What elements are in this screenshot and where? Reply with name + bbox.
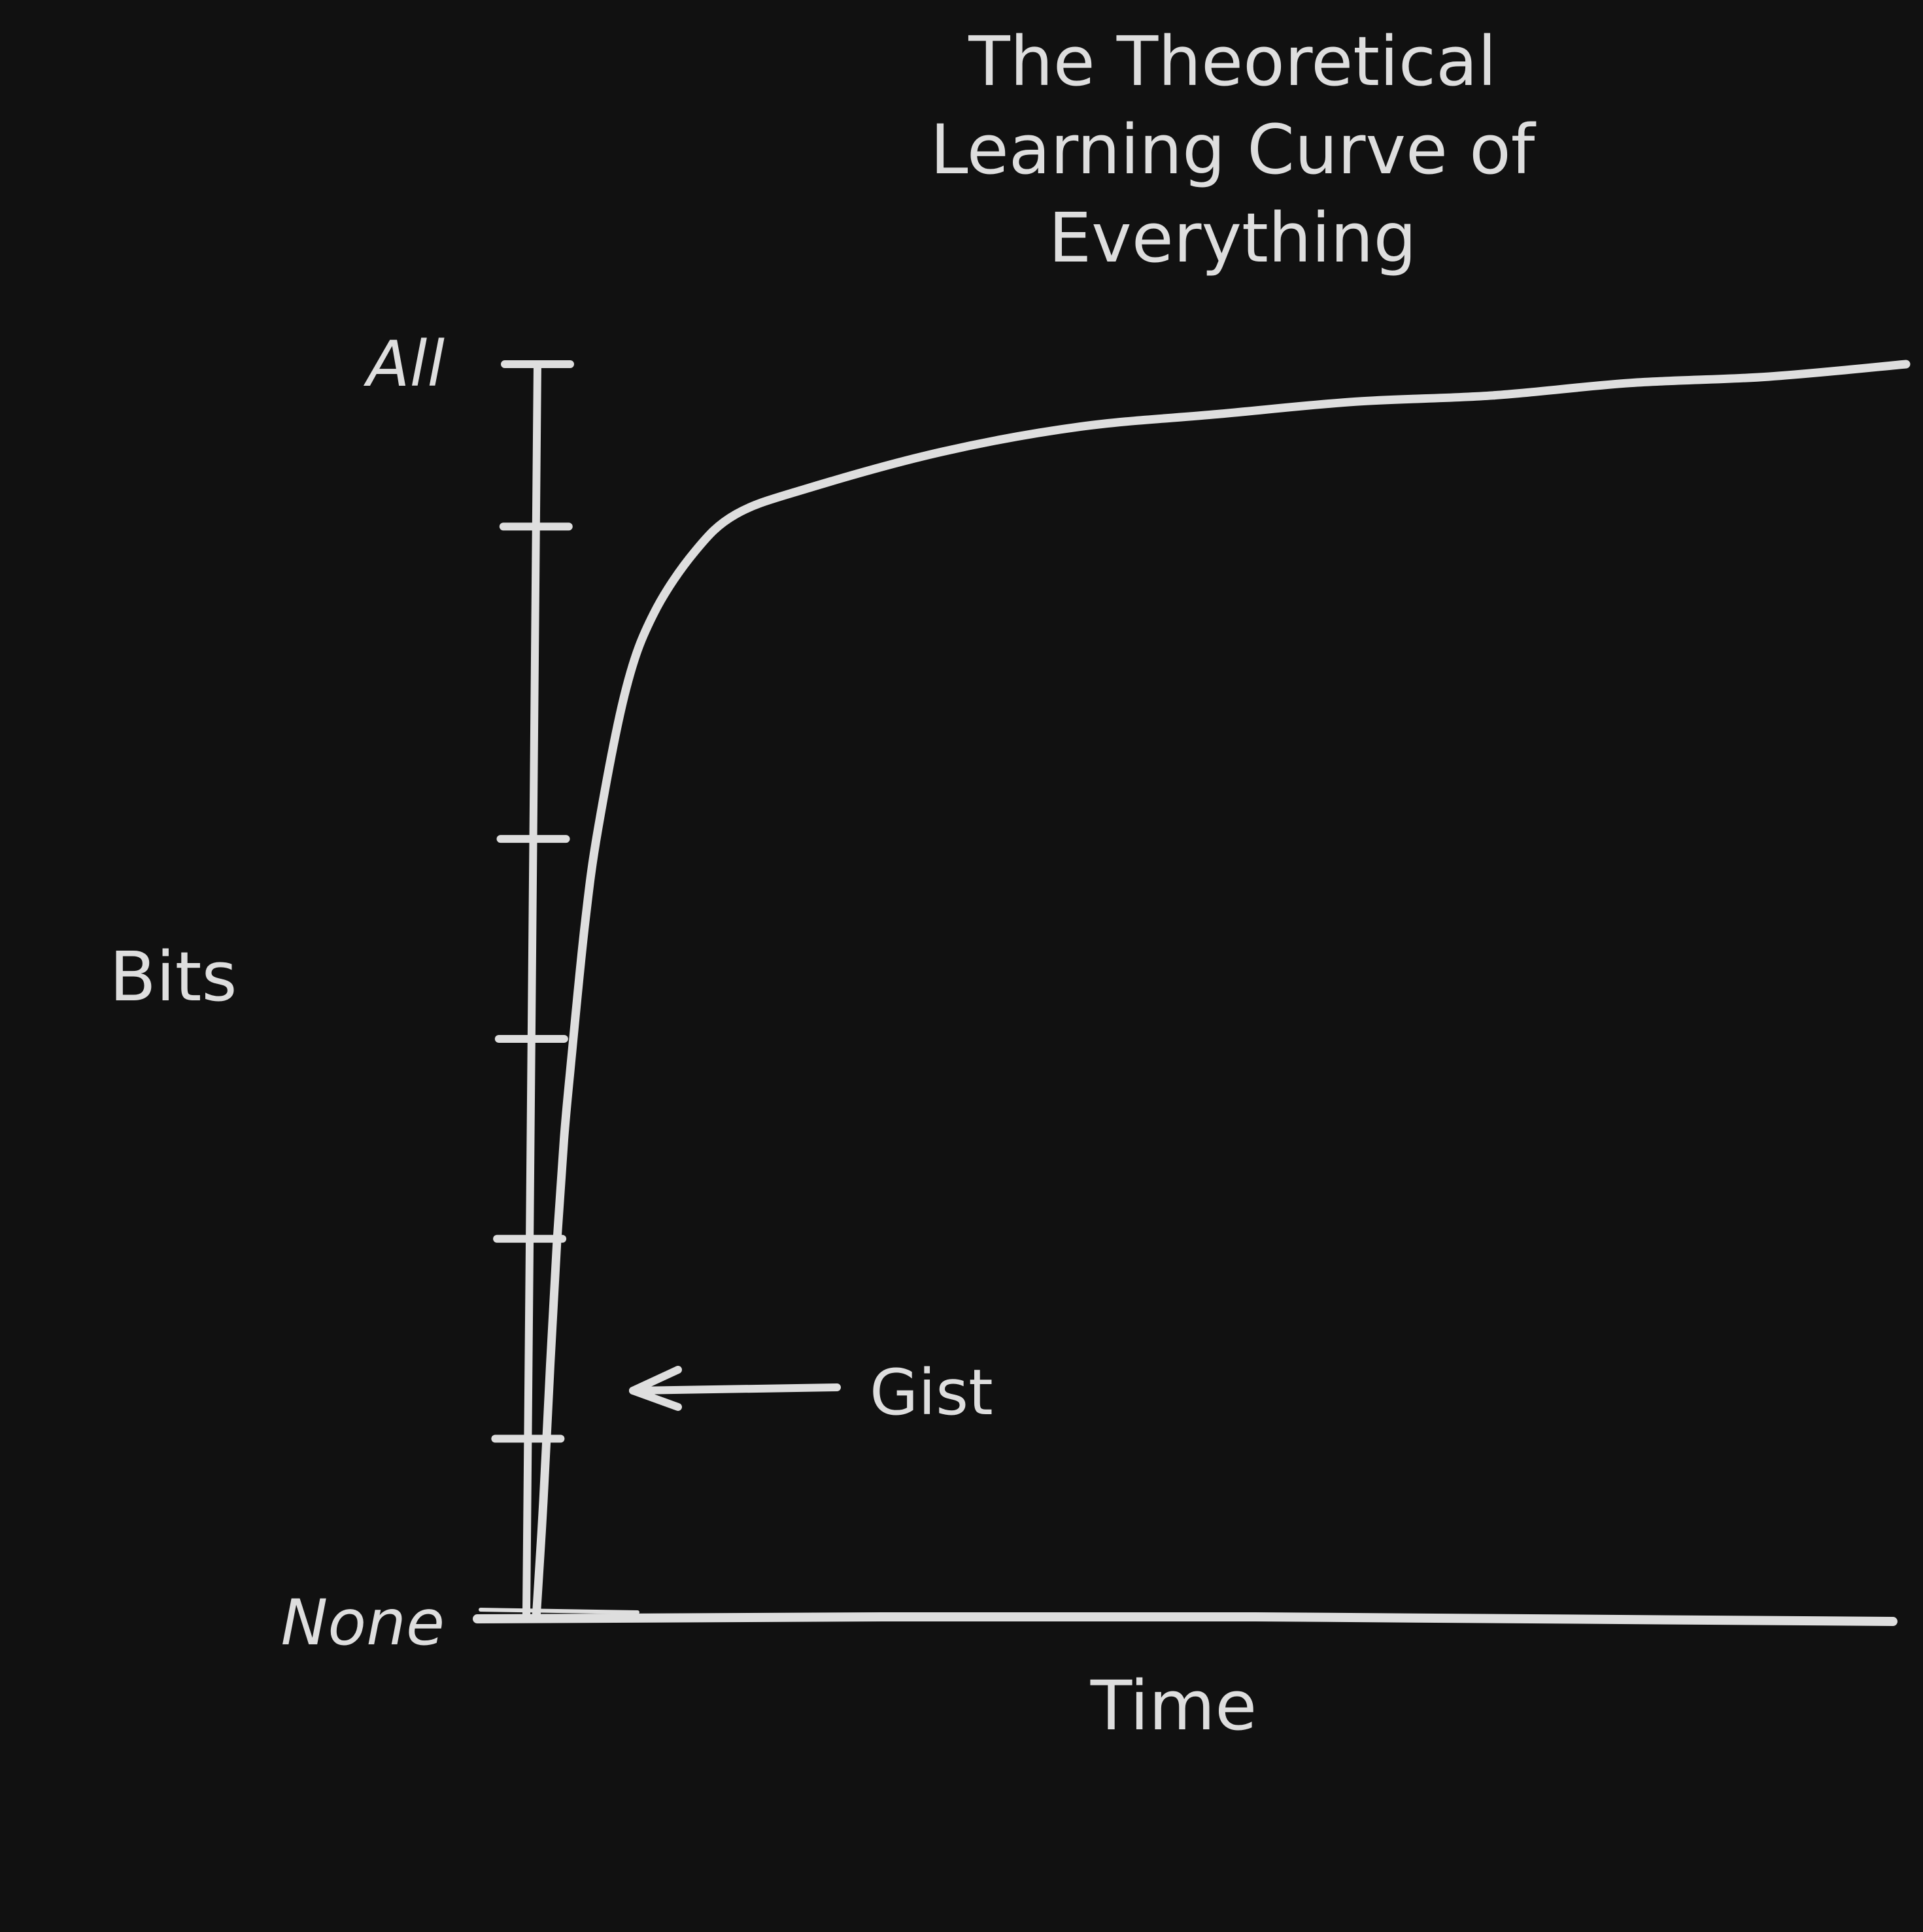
series-group [532, 360, 1911, 1618]
chart-title-line-3: Everything [1048, 198, 1416, 278]
y-tick-label-none: None [281, 1586, 445, 1659]
series-line-0 [532, 360, 1911, 1618]
x-axis-overstroke [479, 1608, 639, 1614]
x-axis-line [473, 1612, 1897, 1626]
gist-arrow-shaft [629, 1383, 841, 1395]
chart-title-line-2: Learning Curve of [930, 110, 1537, 190]
y-axis-line [522, 360, 541, 1618]
x-axis-label: Time [1090, 1666, 1257, 1746]
y-tick-label-all: All [363, 328, 445, 401]
y-axis-label: Bits [109, 937, 237, 1017]
gist-label: Gist [870, 1356, 993, 1429]
chart-title-line-1: The Theoretical [968, 22, 1496, 101]
gist-annotation: Gist [629, 1356, 993, 1429]
chart-title: The Theoretical Learning Curve of Everyt… [930, 22, 1537, 278]
gist-arrow-head [629, 1366, 682, 1411]
